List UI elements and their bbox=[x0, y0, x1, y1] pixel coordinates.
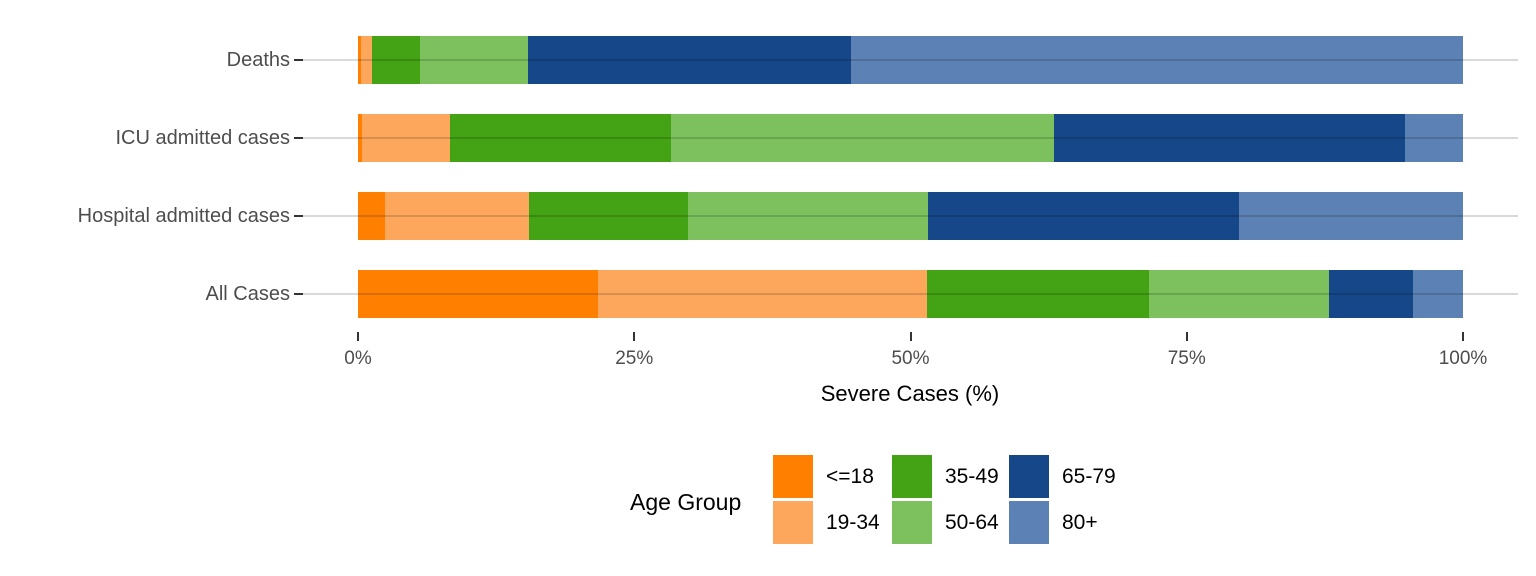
x-axis-tick-label: 25% bbox=[615, 348, 654, 369]
bar-segment-age-35-49 bbox=[927, 270, 1150, 318]
bar-segment-age-35-49 bbox=[529, 192, 689, 240]
y-category-label: Hospital admitted cases bbox=[77, 205, 290, 227]
bar-segment-age-65-79 bbox=[928, 192, 1239, 240]
y-axis-tick bbox=[294, 59, 303, 61]
legend-label: 35-49 bbox=[945, 465, 999, 488]
bar-segment-age-80 bbox=[1413, 270, 1463, 318]
legend-label: 19-34 bbox=[826, 511, 880, 534]
y-category-label: All Cases bbox=[205, 283, 290, 305]
bar-segment-age-19-34 bbox=[361, 36, 373, 84]
bar-segment-age-18 bbox=[358, 114, 363, 162]
legend-label: <=18 bbox=[826, 465, 874, 488]
y-category-label: Deaths bbox=[226, 49, 290, 71]
bar-segment-age-65-79 bbox=[528, 36, 851, 84]
legend-swatch-50-64 bbox=[892, 501, 932, 544]
legend-label: 65-79 bbox=[1062, 465, 1116, 488]
bar-segment-age-50-64 bbox=[688, 192, 929, 240]
bar-segment-age-35-49 bbox=[372, 36, 420, 84]
y-axis-tick bbox=[294, 293, 303, 295]
major-gridline bbox=[303, 215, 1518, 217]
x-axis-title: Severe Cases (%) bbox=[820, 381, 1000, 406]
bar-segment-age-80 bbox=[1238, 192, 1463, 240]
bar-segment-age-65-79 bbox=[1329, 270, 1414, 318]
legend-swatch-18 bbox=[773, 455, 813, 498]
y-category-label: ICU admitted cases bbox=[115, 127, 290, 149]
x-axis-tick-label: 100% bbox=[1438, 348, 1488, 369]
major-gridline bbox=[303, 59, 1518, 61]
bar-segment-age-18 bbox=[358, 36, 362, 84]
x-axis-tick-label: 50% bbox=[891, 348, 930, 369]
bar-segment-age-19-34 bbox=[384, 192, 530, 240]
bar-segment-age-65-79 bbox=[1054, 114, 1406, 162]
major-gridline bbox=[303, 137, 1518, 139]
bar-segment-age-50-64 bbox=[1149, 270, 1330, 318]
legend-swatch-19-34 bbox=[773, 501, 813, 544]
x-axis-tick bbox=[633, 332, 636, 341]
y-axis-tick bbox=[294, 137, 303, 139]
legend-swatch-80 bbox=[1009, 501, 1049, 544]
major-gridline bbox=[303, 293, 1518, 295]
y-axis-tick bbox=[294, 215, 303, 217]
bar-segment-age-18 bbox=[358, 270, 598, 318]
legend-title: Age Group bbox=[630, 489, 742, 515]
x-axis-tick-label: 0% bbox=[344, 348, 372, 369]
bar-segment-age-50-64 bbox=[419, 36, 529, 84]
stacked-bar-hospital-admitted-cases bbox=[358, 192, 1463, 240]
bar-segment-age-80 bbox=[850, 36, 1463, 84]
stacked-bar-deaths bbox=[358, 36, 1463, 84]
x-axis-tick bbox=[1462, 332, 1464, 341]
x-axis-tick bbox=[357, 332, 359, 341]
legend-swatch-65-79 bbox=[1009, 455, 1049, 498]
bar-segment-age-80 bbox=[1405, 114, 1463, 162]
legend-swatch-35-49 bbox=[892, 455, 932, 498]
stacked-bar-icu-admitted-cases bbox=[358, 114, 1463, 162]
bar-segment-age-50-64 bbox=[670, 114, 1055, 162]
bar-segment-age-19-34 bbox=[597, 270, 928, 318]
legend-label: 80+ bbox=[1062, 511, 1098, 534]
x-axis-tick bbox=[1185, 332, 1188, 341]
stacked-bar-all-cases bbox=[358, 270, 1463, 318]
bar-segment-age-35-49 bbox=[449, 114, 671, 162]
legend-label: 50-64 bbox=[945, 511, 999, 534]
x-axis-tick-label: 75% bbox=[1167, 348, 1206, 369]
x-axis-tick bbox=[909, 332, 912, 341]
bar-segment-age-18 bbox=[358, 192, 385, 240]
bar-segment-age-19-34 bbox=[362, 114, 450, 162]
